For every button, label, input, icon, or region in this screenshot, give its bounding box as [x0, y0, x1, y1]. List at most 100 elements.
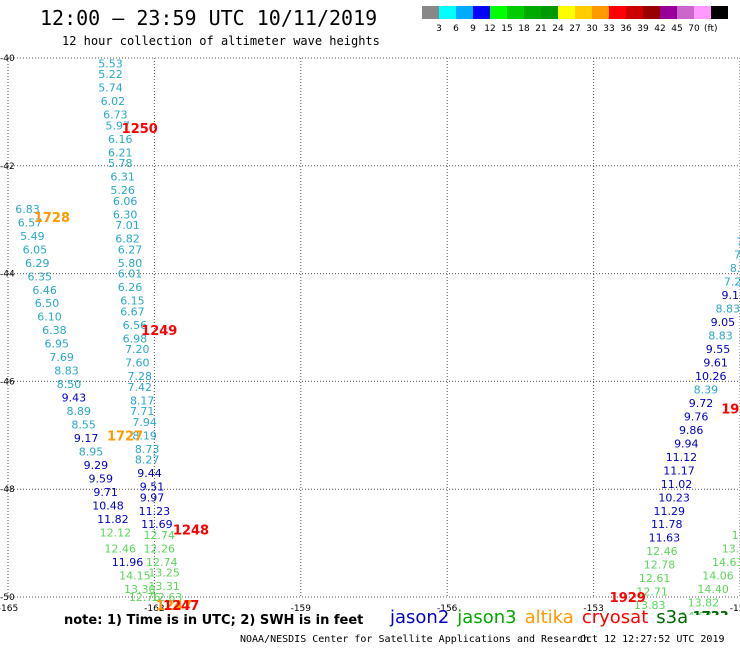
wave-height-value: 12.74 [146, 556, 178, 569]
colorbar-tick-label: 27 [569, 24, 580, 34]
wave-height-value: 12.74 [144, 529, 176, 542]
wave-height-value: 10.23 [658, 491, 690, 504]
wave-height-value: 6.50 [35, 297, 60, 310]
latitude-tick-label: -50 [0, 593, 15, 603]
wave-height-value: 8. [730, 262, 740, 275]
wave-height-value: 7.28 [128, 370, 153, 383]
wave-height-value: 8.50 [57, 378, 82, 391]
longitude-tick-label: -162 [144, 604, 164, 614]
wave-height-value: 6.10 [37, 311, 62, 324]
colorbar-swatch [558, 6, 575, 19]
longitude-tick-label: -153 [583, 604, 603, 614]
credit-line: NOAA/NESDIS Center for Satellite Applica… [240, 634, 590, 645]
longitude-tick-label: -159 [291, 604, 312, 614]
wave-height-value: 9.51 [140, 481, 165, 494]
wave-height-value: 12.46 [104, 542, 136, 555]
pass-time-label: 1250 [122, 122, 158, 137]
wave-height-value: 11.78 [651, 518, 683, 531]
latitude-tick-label: -48 [0, 485, 15, 495]
wave-height-value: 12.12 [100, 526, 132, 539]
wave-height-value: 11.29 [653, 505, 685, 518]
colorbar-swatch [711, 6, 728, 19]
colorbar-swatch [677, 6, 694, 19]
wave-height-value: 13.83 [634, 599, 666, 612]
wave-height-value: 11.23 [139, 505, 171, 518]
colorbar-tick-label: 24 [552, 24, 564, 34]
wave-height-value: 7.60 [125, 357, 150, 370]
wave-height-value: 8.83 [716, 303, 740, 316]
pass-time-label: 1247 [156, 599, 192, 614]
wave-height-value: 9.1 [721, 289, 739, 302]
wave-height-value: 9.97 [140, 491, 165, 504]
satellite-label-jason2: jason2 [390, 607, 450, 628]
wave-height-value: 9.29 [84, 459, 109, 472]
pass-time-label: 1727 [107, 429, 143, 444]
wave-height-value: 8.95 [79, 445, 104, 458]
wave-height-value: 9.43 [62, 392, 87, 405]
wave-height-value: 11.69 [141, 518, 173, 531]
wave-height-value: 6.67 [120, 305, 145, 318]
wave-height-value: 6.73 [103, 109, 128, 122]
wave-height-value: 8.39 [694, 383, 719, 396]
wave-height-value: 12.26 [144, 542, 176, 555]
wave-height-value: 12.76 [129, 591, 161, 604]
page-title: 12:00 – 23:59 UTC 10/11/2019 [40, 6, 378, 30]
wave-height-value: 7.20 [125, 343, 150, 356]
wave-height-value: 6.27 [118, 243, 143, 256]
pass-time-label: 1248 [173, 524, 209, 539]
pass-time-label: 1728 [34, 211, 70, 226]
wave-height-value: 6.21 [108, 146, 133, 159]
wave-height-value: 8.83 [54, 365, 79, 378]
wave-height-value: 6.83 [15, 203, 40, 216]
satellite-label-cryosat: cryosat [581, 607, 649, 628]
wave-height-value: 9.59 [88, 472, 113, 485]
colorbar-swatch [660, 6, 677, 19]
wave-height-value: 13.82 [688, 596, 720, 609]
colorbar-tick-label: 15 [501, 24, 512, 34]
colorbar-swatch [490, 6, 507, 19]
colorbar-tick-label: 45 [671, 24, 682, 34]
colorbar-swatch [694, 6, 711, 19]
wave-height-value: 11.17 [663, 464, 695, 477]
colorbar-swatch [439, 6, 456, 19]
wave-height-value: 5.97 [106, 119, 131, 132]
wave-height-value: 11.96 [112, 556, 144, 569]
wave-height-value: 14.63 [712, 556, 740, 569]
colorbar-tick-label: 21 [535, 24, 546, 34]
wave-height-value: 14.15 [119, 569, 151, 582]
wave-height-value: 13.25 [148, 567, 180, 580]
wave-height-value: 8.17 [130, 394, 155, 407]
wave-height-value: 7.42 [128, 381, 153, 394]
wave-height-value: 5.53 [98, 57, 123, 70]
wave-height-value: 13.30 [124, 583, 156, 596]
pass-time-label: 1733 [693, 610, 729, 615]
wave-height-samples: 5.535.225.746.026.735.976.166.215.786.31… [15, 57, 740, 615]
wave-height-value: 12.61 [639, 572, 671, 585]
satellite-label-jason3: jason3 [457, 607, 517, 628]
colorbar-tick-label: 70 [688, 24, 700, 34]
wave-height-map[interactable]: -165 -162 -159 -156 -153 -150 -40 -42 -44 -46 -48 -… [0, 0, 740, 615]
latitude-tick-label: -42 [0, 162, 15, 172]
wave-height-value: 14.40 [697, 583, 729, 596]
wave-height-value: 5.78 [108, 157, 133, 170]
wave-height-value: 12.71 [636, 586, 668, 599]
wave-height-value: 6.16 [108, 133, 133, 146]
wave-height-value: 11.12 [666, 451, 698, 464]
wave-height-value: 8.89 [67, 405, 92, 418]
wave-height-value: 7 [734, 249, 740, 262]
colorbar-tick-label: 12 [484, 24, 495, 34]
wave-height-value: 5.74 [98, 82, 123, 95]
wave-height-value: 6.95 [45, 338, 70, 351]
longitude-tick-label: -165 [0, 604, 18, 614]
colorbar-swatch [592, 6, 609, 19]
colorbar-swatch [609, 6, 626, 19]
wave-height-value: 5.49 [20, 230, 45, 243]
latitude-tick-label: -46 [0, 377, 15, 387]
wave-height-value: 6.06 [113, 195, 138, 208]
wave-height-value: 9.94 [674, 437, 699, 450]
wave-height-value: 13.60 [722, 542, 740, 555]
footer-note: note: 1) Time is in UTC; 2) SWH is in fe… [64, 613, 364, 628]
graticule [7, 57, 740, 598]
wave-height-value: 6.57 [18, 216, 43, 229]
latitude-tick-label: -40 [0, 54, 15, 64]
